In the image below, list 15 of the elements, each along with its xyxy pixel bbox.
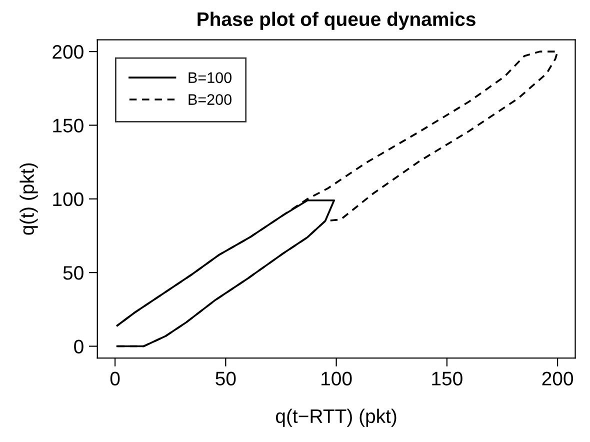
x-tick-label: 200: [542, 372, 574, 386]
y-tick-label: 50: [63, 266, 84, 280]
y-tick-label: 200: [52, 45, 84, 59]
x-tick-label: 100: [322, 372, 352, 386]
x-tick-label: 0: [110, 372, 120, 386]
y-tick-label: 150: [53, 118, 84, 132]
legend-label: B=200: [188, 94, 232, 105]
x-tick-label: 150: [432, 372, 462, 386]
chart-title: Phase plot of queue dynamics: [198, 12, 476, 30]
legend-label: B=100: [188, 72, 232, 84]
x-axis-title: q(t−RTT) (pkt): [276, 408, 396, 427]
y-axis-title: q(t) (pkt): [20, 163, 38, 235]
y-tick-label: 100: [53, 192, 84, 206]
y-tick-label: 0: [74, 340, 84, 354]
x-tick-label: 50: [216, 372, 236, 386]
